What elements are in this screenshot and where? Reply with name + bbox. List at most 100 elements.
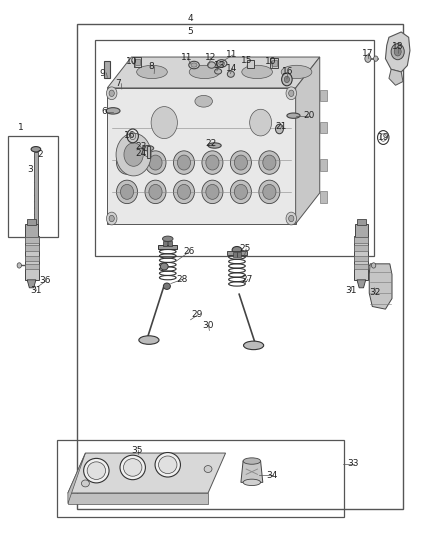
Ellipse shape xyxy=(189,61,199,69)
Bar xyxy=(168,241,172,246)
Polygon shape xyxy=(27,280,36,288)
Bar xyxy=(227,251,247,255)
Ellipse shape xyxy=(263,184,276,199)
Text: 18: 18 xyxy=(392,43,404,51)
Ellipse shape xyxy=(244,341,264,350)
Text: 21: 21 xyxy=(275,122,286,131)
Ellipse shape xyxy=(173,180,194,204)
Bar xyxy=(34,152,38,227)
Text: 7: 7 xyxy=(115,79,120,88)
Polygon shape xyxy=(385,32,410,72)
Ellipse shape xyxy=(242,65,272,79)
Bar xyxy=(25,256,39,261)
Text: 4: 4 xyxy=(188,14,193,23)
Text: 29: 29 xyxy=(192,310,203,319)
Ellipse shape xyxy=(202,151,223,174)
Ellipse shape xyxy=(219,61,225,66)
Ellipse shape xyxy=(81,480,89,487)
Ellipse shape xyxy=(230,180,251,204)
Ellipse shape xyxy=(160,263,168,270)
Ellipse shape xyxy=(145,151,166,174)
Circle shape xyxy=(151,107,177,139)
Text: 10: 10 xyxy=(265,57,276,66)
Text: 16: 16 xyxy=(282,68,293,76)
Circle shape xyxy=(284,76,290,83)
Text: 30: 30 xyxy=(202,321,213,329)
Circle shape xyxy=(109,215,114,222)
Bar xyxy=(354,256,368,261)
Ellipse shape xyxy=(177,155,191,170)
Bar xyxy=(320,191,327,203)
Bar xyxy=(104,61,110,78)
Circle shape xyxy=(286,212,297,225)
Circle shape xyxy=(286,87,297,100)
Circle shape xyxy=(289,90,294,96)
Text: 17: 17 xyxy=(362,49,373,58)
Circle shape xyxy=(109,90,114,96)
Text: 2: 2 xyxy=(38,150,43,159)
Text: 16: 16 xyxy=(124,131,135,140)
Bar xyxy=(354,264,368,269)
Text: 6: 6 xyxy=(102,108,107,116)
Bar xyxy=(8,136,58,237)
Bar xyxy=(247,60,254,68)
Text: 10: 10 xyxy=(126,57,137,66)
Bar xyxy=(354,236,368,280)
Ellipse shape xyxy=(230,151,251,174)
Ellipse shape xyxy=(208,62,215,68)
Bar xyxy=(77,24,403,509)
Text: 25: 25 xyxy=(240,245,251,253)
Bar xyxy=(357,219,366,225)
Ellipse shape xyxy=(215,69,222,74)
Bar xyxy=(57,440,344,517)
Ellipse shape xyxy=(263,155,276,170)
Bar xyxy=(25,236,39,280)
Ellipse shape xyxy=(155,453,180,477)
Ellipse shape xyxy=(227,71,234,77)
Text: 5: 5 xyxy=(187,28,194,36)
Ellipse shape xyxy=(195,95,212,107)
Polygon shape xyxy=(369,264,392,309)
Ellipse shape xyxy=(202,180,223,204)
Polygon shape xyxy=(107,57,320,88)
Bar xyxy=(25,245,39,251)
Bar xyxy=(354,245,368,251)
Polygon shape xyxy=(241,461,263,482)
Text: 34: 34 xyxy=(266,471,278,480)
Polygon shape xyxy=(68,453,85,504)
Text: 26: 26 xyxy=(183,247,194,256)
Ellipse shape xyxy=(234,155,247,170)
Ellipse shape xyxy=(191,63,197,67)
Text: 36: 36 xyxy=(39,277,51,285)
Text: 31: 31 xyxy=(30,286,41,295)
Ellipse shape xyxy=(243,479,261,486)
Ellipse shape xyxy=(259,151,280,174)
Text: 22: 22 xyxy=(205,140,216,148)
Text: 1: 1 xyxy=(18,124,23,132)
Ellipse shape xyxy=(216,60,227,67)
Circle shape xyxy=(282,73,292,86)
Ellipse shape xyxy=(173,151,194,174)
Circle shape xyxy=(124,143,143,166)
Text: 35: 35 xyxy=(131,446,143,455)
Bar xyxy=(107,88,296,224)
Circle shape xyxy=(250,109,272,136)
Polygon shape xyxy=(68,453,226,493)
Ellipse shape xyxy=(142,146,154,151)
Bar xyxy=(354,237,368,243)
Text: 8: 8 xyxy=(148,62,154,71)
Ellipse shape xyxy=(137,65,167,79)
Bar xyxy=(355,224,368,237)
Ellipse shape xyxy=(162,236,173,241)
Ellipse shape xyxy=(234,184,247,199)
Ellipse shape xyxy=(287,113,300,118)
Polygon shape xyxy=(389,69,403,85)
Ellipse shape xyxy=(149,184,162,199)
Ellipse shape xyxy=(139,336,159,344)
Text: 24: 24 xyxy=(136,149,147,158)
Polygon shape xyxy=(296,57,320,224)
Bar xyxy=(320,90,327,101)
Bar xyxy=(27,219,36,225)
Text: 3: 3 xyxy=(27,165,33,174)
Text: 31: 31 xyxy=(345,286,357,295)
